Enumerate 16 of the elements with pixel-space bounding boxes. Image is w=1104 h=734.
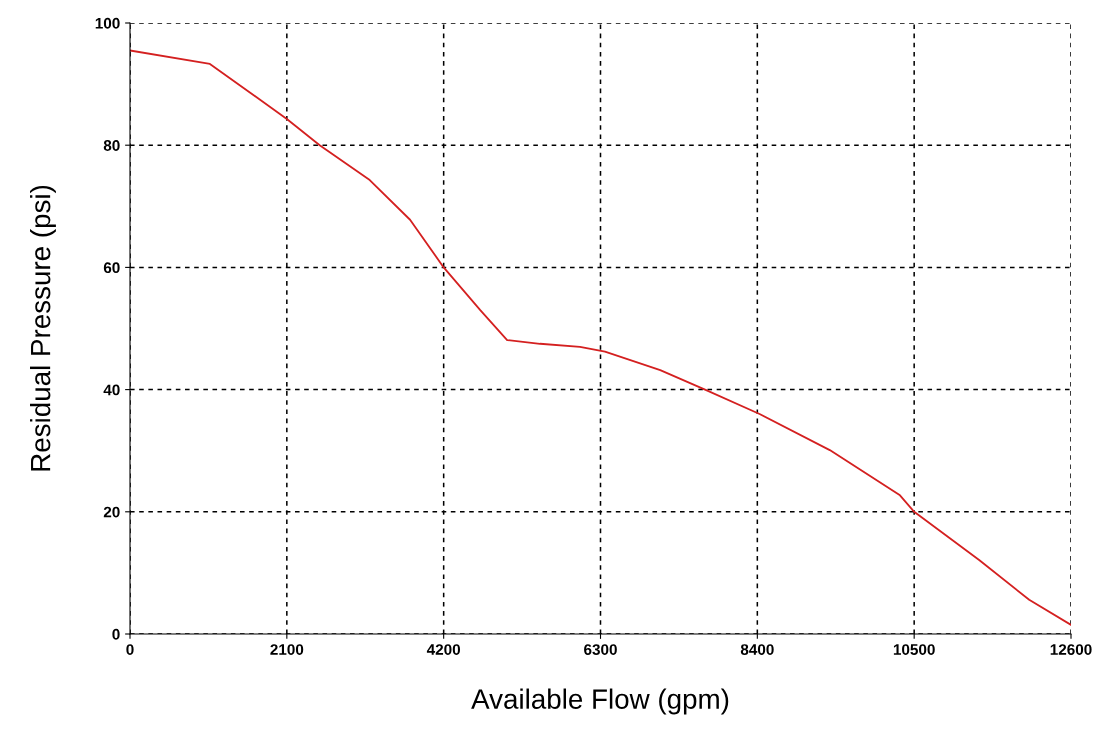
x-tick-label: 8400 [740,644,774,655]
x-tick-label: 2100 [270,644,304,655]
x-tick-label: 0 [126,644,134,655]
x-tick-label: 6300 [584,644,617,655]
y-tick-label: 60 [103,262,120,274]
x-axis-title: Available Flow (gpm) [471,688,729,715]
x-tick-label: 10500 [893,644,935,655]
y-tick-label: 0 [112,628,120,640]
line-series [130,49,1071,626]
y-tick-label: 100 [95,17,120,29]
y-tick-label: 20 [103,506,120,518]
x-tick-label: 4200 [426,644,461,655]
x-tick-label: 12600 [1050,644,1092,655]
y-tick-label: 40 [103,384,120,396]
y-tick-label: 80 [103,140,120,151]
y-axis-title: Residual Pressure (psi) [30,185,56,471]
